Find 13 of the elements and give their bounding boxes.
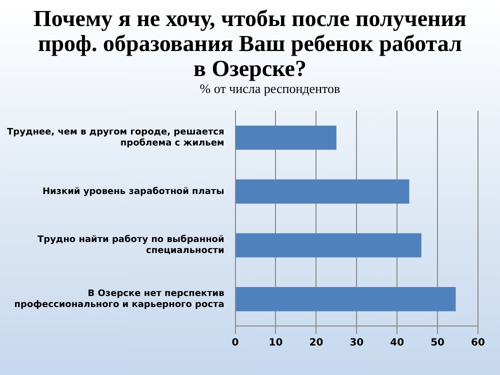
x-tick-label: 40: [390, 338, 404, 349]
x-tick-label: 50: [430, 338, 445, 349]
y-tick-label: В Озерске нет перспектив профессионального и карьерного роста: [14, 289, 225, 310]
x-tick-label: 30: [350, 338, 364, 349]
y-tick-label: Трудно найти работу по выбранной специальности: [37, 234, 224, 256]
x-tick-label: 10: [268, 338, 283, 349]
chart-title: Почему я не хочу, чтобы после получения проф. образования Ваш ребенок работал в Озерске?: [32, 6, 468, 81]
chart-subtitle: % от числа респондентов: [198, 81, 342, 97]
x-tick-label: 0: [232, 338, 239, 349]
y-tick-label: Низкий уровень заработной платы: [42, 186, 224, 197]
x-tick-label: 60: [471, 338, 485, 349]
y-tick-label: Труднее, чем в другом городе, решается проблема с жильем: [7, 128, 225, 148]
x-tick-label: 20: [309, 338, 324, 349]
